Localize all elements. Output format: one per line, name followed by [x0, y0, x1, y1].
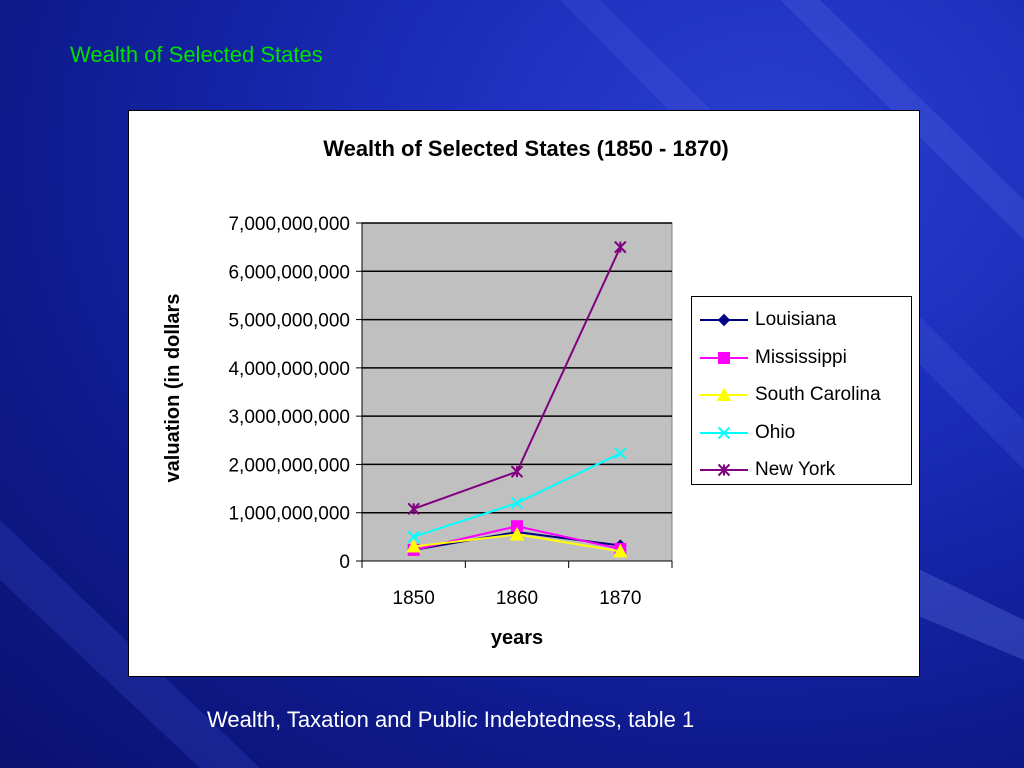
- data-point-south-carolina: [509, 526, 525, 541]
- data-point-ohio: [510, 496, 524, 510]
- legend-swatch-ohio: [700, 426, 748, 439]
- x-tick-label: 1850: [393, 588, 435, 609]
- data-point-new-york: [614, 240, 627, 254]
- legend-swatch-south-carolina: [700, 388, 748, 401]
- series-lines: [406, 240, 628, 558]
- slide-title: Wealth of Selected States: [70, 42, 323, 67]
- marker-stroke: [717, 426, 731, 439]
- legend-marker: [718, 351, 730, 364]
- data-point-ohio: [407, 530, 420, 544]
- legend-marker: [717, 463, 731, 477]
- data-point-new-york: [407, 502, 420, 516]
- legend-marker: [717, 313, 731, 327]
- y-tick-label: 0: [339, 552, 350, 573]
- y-tick-label: 3,000,000,000: [228, 407, 350, 428]
- plot-area: [361, 222, 673, 562]
- chart-legend: Louisiana Mississippi South Carolina Ohio Ne…: [691, 296, 912, 485]
- legend-swatch-new-york: [700, 463, 748, 477]
- legend-marker: [717, 426, 731, 439]
- legend-item-new-york: New York: [692, 455, 911, 485]
- data-point-south-carolina: [612, 543, 628, 558]
- line-chart: Wealth of Selected States (1850 - 1870) …: [162, 136, 729, 649]
- y-tick-label: 7,000,000,000: [228, 214, 350, 235]
- series-ohio: [407, 447, 627, 544]
- y-tick-label: 4,000,000,000: [228, 359, 350, 380]
- series-new-york: [407, 240, 627, 516]
- legend-label: Ohio: [755, 421, 796, 443]
- legend-label: Louisiana: [755, 309, 837, 330]
- x-tick-label: 1870: [599, 588, 641, 609]
- marker-stroke: [407, 530, 420, 544]
- x-tick-labels: 1850 1860 1870: [393, 588, 642, 609]
- y-axis-label: valuation (in dollars: [162, 294, 184, 483]
- data-point-ohio: [614, 447, 627, 460]
- y-tick-labels: 0 1,000,000,000 2,000,000,000 3,000,000,000…: [228, 214, 350, 573]
- legend-swatch-louisiana: [700, 313, 748, 327]
- data-point-new-york: [510, 465, 524, 478]
- y-tick-label: 5,000,000,000: [228, 311, 350, 332]
- marker-stroke: [614, 447, 627, 460]
- legend-label: New York: [755, 459, 836, 480]
- legend-marker: [716, 388, 732, 401]
- legend-item-mississippi: Mississippi: [692, 343, 911, 373]
- data-point-south-carolina: [406, 538, 422, 553]
- axes: [356, 222, 673, 568]
- legend-item-louisiana: Louisiana: [692, 305, 911, 335]
- chart-container: Wealth of Selected States (1850 - 1870) …: [128, 110, 920, 677]
- series-south-carolina: [406, 526, 628, 558]
- legend-label: Mississippi: [755, 346, 847, 368]
- grid-lines: [362, 222, 672, 514]
- x-tick-label: 1860: [496, 588, 538, 609]
- chart-title: Wealth of Selected States (1850 - 1870): [323, 136, 729, 161]
- legend-swatch-mississippi: [700, 351, 748, 364]
- slide-caption: Wealth, Taxation and Public Indebtedness…: [207, 707, 695, 732]
- marker-stroke: [510, 496, 524, 510]
- y-tick-label: 2,000,000,000: [228, 455, 350, 476]
- legend-item-ohio: Ohio: [692, 418, 911, 448]
- legend-item-south-carolina: South Carolina: [692, 380, 911, 410]
- y-tick-label: 6,000,000,000: [228, 262, 350, 283]
- legend-label: South Carolina: [755, 384, 881, 405]
- x-axis-label: years: [491, 627, 543, 649]
- y-tick-label: 1,000,000,000: [228, 504, 350, 525]
